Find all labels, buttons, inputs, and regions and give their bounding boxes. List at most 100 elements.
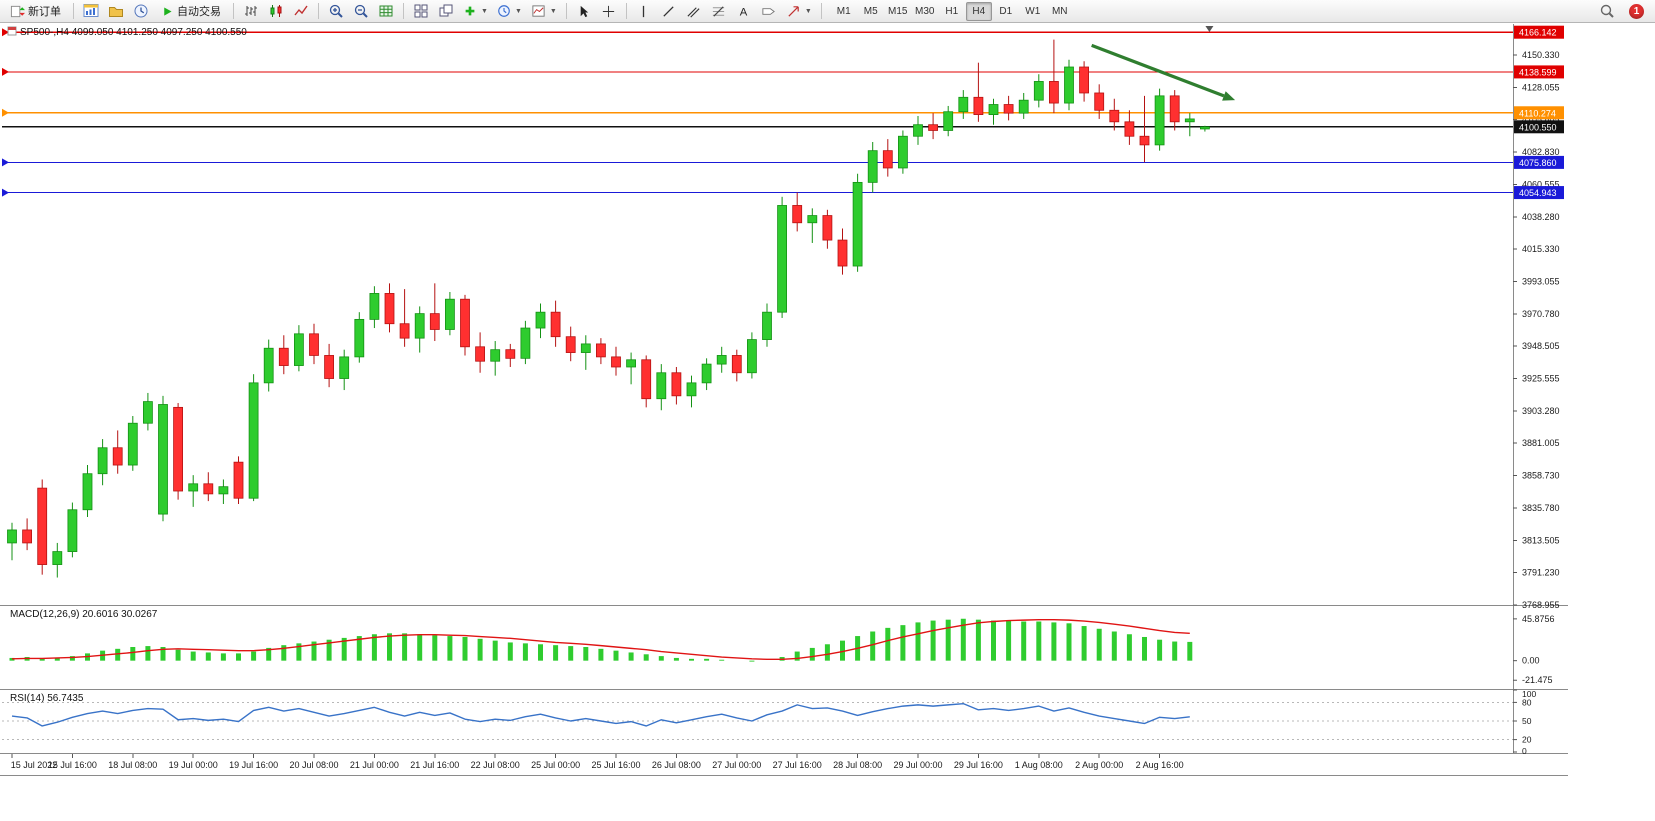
new-order-button[interactable]: 新订单 [3,1,68,22]
add-indicator-icon [465,6,475,16]
time-tick-label: 1 Aug 08:00 [1015,760,1063,770]
price-tick-label: 3903.280 [1522,406,1560,416]
symbol-ohlc-label: SP500-,H4 4099.050 4101.250 4097.250 410… [20,27,247,38]
grid-toggle-button[interactable] [374,1,398,22]
price-line-badge-4075.860: 4075.860 [1514,155,1564,169]
price-line-left-marker [2,108,9,117]
time-tick-label: 26 Jul 08:00 [652,760,701,770]
notification-badge[interactable]: 1 [1629,3,1644,19]
fibonacci-tool-button[interactable] [707,1,731,22]
rsi-axis-label: 0 [1522,746,1527,756]
price-line-left-marker [2,28,9,37]
text-tool-button[interactable]: A [732,1,756,22]
search-button[interactable] [1595,1,1619,22]
chevron-down-icon: ▼ [804,7,812,15]
price-level-lines[interactable] [2,28,1513,197]
rsi-label: RSI(14) 56.7435 [10,693,84,704]
macd-indicator-pane[interactable]: MACD(12,26,9) 20.6016 30.0267 45.8756 0.00… [9,609,1555,685]
timeframe-d1-button[interactable]: D1 [993,2,1019,21]
price-tick-label: 4105.805 [1522,115,1560,125]
trendline-icon [663,5,674,17]
search-icon [1600,4,1614,18]
candlestick-series [7,39,1210,578]
timeframe-m15-button[interactable]: M15 [885,2,911,21]
zoom-out-icon [354,4,368,18]
label-tool-button[interactable] [757,1,781,22]
separator [318,3,319,19]
timeframe-m1-button[interactable]: M1 [831,2,857,21]
time-tick-label: 21 Jul 00:00 [350,760,399,770]
market-watch-button[interactable] [129,1,153,22]
zoom-in-button[interactable] [324,1,348,22]
chart-title: SP500-,H4 4099.050 4101.250 4097.250 410… [7,26,247,38]
price-tick-label: 3768.955 [1522,600,1560,610]
time-tick-label: 25 Jul 16:00 [591,760,640,770]
vertical-line-tool-button[interactable] [632,1,656,22]
arrows-tool-button[interactable]: ▼ [782,1,816,22]
svg-text:A: A [740,6,748,18]
cursor-tool-button[interactable] [572,1,596,22]
channel-tool-button[interactable] [682,1,706,22]
candlestick-mode-button[interactable] [264,1,288,22]
trend-arrow-annotation[interactable] [1091,43,1236,101]
new-chart-button[interactable] [79,1,103,22]
crosshair-tool-button[interactable] [597,1,621,22]
separator [233,3,234,19]
tile-windows-icon [414,4,428,18]
rsi-axis-label: 80 [1522,697,1532,707]
bar-chart-mode-button[interactable] [239,1,263,22]
equidistant-channel-icon [687,6,700,18]
periods-button[interactable]: ▼ [493,1,526,22]
template-icon [532,4,545,17]
price-line-badge-4100.550: 4100.550 [1514,120,1564,134]
zoom-out-button[interactable] [349,1,373,22]
chart-shift-marker[interactable] [1205,26,1214,32]
line-chart-mode-button[interactable] [289,1,313,22]
vertical-line-icon [643,5,645,17]
auto-trading-button[interactable]: 自动交易 [154,1,228,22]
chevron-down-icon: ▼ [514,7,522,15]
price-line-left-marker [2,188,9,197]
timeframe-toolbar: M1 M5 M15 M30 H1 H4 D1 W1 MN [831,1,1073,21]
price-line-badge-4054.943: 4054.943 [1514,186,1564,200]
timeframe-mn-button[interactable]: MN [1047,2,1073,21]
timeframe-h1-button[interactable]: H1 [939,2,965,21]
indicators-button[interactable]: ▼ [459,1,492,22]
price-tick-label: 3948.505 [1522,341,1560,351]
tile-windows-button[interactable] [409,1,433,22]
new-chart-icon [83,4,99,17]
price-line-left-marker [2,67,9,76]
templates-button[interactable]: ▼ [527,1,561,22]
bar-chart-icon [245,6,257,16]
profiles-button[interactable] [104,1,128,22]
cascade-windows-button[interactable] [434,1,458,22]
price-tick-label: 3813.505 [1522,535,1560,545]
zoom-in-icon [329,4,343,18]
price-axis[interactable]: 4150.330 4128.055 4105.805 4082.830 4060.555… [1513,25,1564,610]
market-watch-icon [134,4,148,18]
price-tick-label: 3970.780 [1522,309,1560,319]
periods-clock-icon [498,5,510,17]
timeframe-m30-button[interactable]: M30 [912,2,938,21]
label-tag-icon [762,7,776,15]
trendline-tool-button[interactable] [657,1,681,22]
profiles-icon [109,7,123,17]
price-tick-label: 3993.055 [1522,276,1560,286]
price-tick-label: 4150.330 [1522,50,1560,60]
svg-text:4166.142: 4166.142 [1519,28,1557,38]
time-tick-label: 25 Jul 00:00 [531,760,580,770]
time-tick-label: 27 Jul 16:00 [773,760,822,770]
price-tick-label: 4082.830 [1522,147,1560,157]
separator [820,3,822,19]
rsi-line [11,702,1190,727]
price-tick-label: 4038.280 [1522,212,1560,222]
timeframe-h4-button[interactable]: H4 [965,1,992,21]
timeframe-m5-button[interactable]: M5 [858,2,884,21]
auto-trading-icon [164,6,172,16]
time-tick-label: 15 Jul 2022 [11,760,58,770]
time-tick-label: 20 Jul 08:00 [289,760,338,770]
timeframe-w1-button[interactable]: W1 [1020,2,1046,21]
